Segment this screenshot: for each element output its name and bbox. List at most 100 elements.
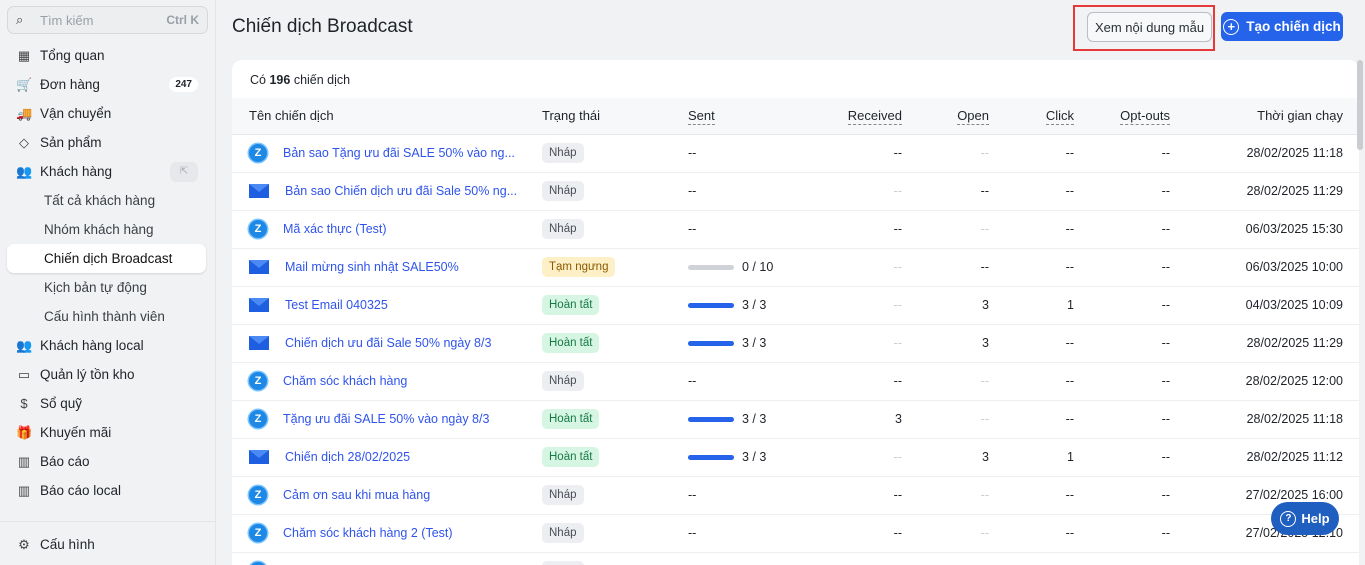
- sidebar-nav: ▦ Tổng quan 🛒 Đơn hàng 247 🚚 Vận chuyển ◇ Sản ph…: [0, 41, 216, 505]
- campaign-name-link[interactable]: Chiến dịch ưu đãi Sale 50% ngày 8/3: [285, 336, 492, 350]
- main: Chiến dịch Broadcast Xem nội dung mẫu + T…: [216, 0, 1365, 565]
- sidebar-item-4[interactable]: 👥 Khách hàng ⇱: [0, 157, 216, 186]
- click-value: --: [989, 248, 1074, 287]
- sidebar-item-1[interactable]: 🛒 Đơn hàng 247: [0, 70, 216, 99]
- col-open[interactable]: Open: [957, 108, 989, 126]
- open-value: [902, 552, 989, 565]
- create-campaign-button[interactable]: + Tạo chiến dịch: [1221, 12, 1343, 41]
- campaign-name-link[interactable]: Test Email 040325: [285, 298, 388, 312]
- question-icon: ?: [1280, 510, 1297, 527]
- count-prefix: Có: [250, 73, 266, 87]
- sidebar-item-label: Tất cả khách hàng: [44, 193, 156, 208]
- status-badge: Tạm ngưng: [542, 257, 616, 277]
- click-value: --: [989, 172, 1074, 211]
- open-value: 3: [902, 438, 989, 477]
- table-row[interactable]: Chiến dịch 28/02/2025 Hoàn tất 3 / 3 -- …: [232, 438, 1359, 477]
- truck-icon: 🚚: [16, 105, 33, 121]
- received-value: --: [818, 172, 902, 211]
- sidebar-item-11[interactable]: ▭ Quản lý tồn kho: [0, 360, 216, 389]
- campaign-name-link[interactable]: Bản sao Chiến dịch ưu đãi Sale 50% ng...: [285, 184, 518, 198]
- sidebar-item-9[interactable]: Cấu hình thành viên: [0, 302, 216, 331]
- help-button[interactable]: ? Help: [1271, 502, 1339, 535]
- sidebar-item-3[interactable]: ◇ Sản phẩm: [0, 128, 216, 157]
- sent-value: --: [688, 146, 697, 160]
- table-row[interactable]: Z Chăm sóc khách hàng Nháp -- -- -- -- --…: [232, 362, 1359, 401]
- status-badge: Nháp: [542, 219, 584, 239]
- sent-value: --: [688, 488, 697, 502]
- open-value: --: [902, 210, 989, 249]
- chart-icon: ▥: [17, 482, 31, 498]
- campaign-name-link[interactable]: Chăm sóc khách hàng 2 (Test): [283, 526, 453, 540]
- preview-template-button[interactable]: Xem nội dung mẫu: [1087, 12, 1212, 42]
- table-row[interactable]: Z Nháp: [232, 552, 1359, 565]
- table-row[interactable]: Z Tặng ưu đãi SALE 50% vào ngày 8/3 Hoàn …: [232, 400, 1359, 439]
- tag-icon: ◇: [19, 134, 29, 150]
- sidebar-item-2[interactable]: 🚚 Vận chuyển: [0, 99, 216, 128]
- status-badge: Nháp: [542, 561, 584, 565]
- sent-value: --: [688, 526, 697, 540]
- col-name[interactable]: Tên chiến dịch: [232, 98, 542, 135]
- col-optouts[interactable]: Opt-outs: [1120, 108, 1170, 126]
- campaign-count: Có 196 chiến dịch: [232, 60, 1359, 98]
- email-icon: [249, 298, 269, 312]
- open-value: --: [902, 514, 989, 553]
- sidebar-item-0[interactable]: ▦ Tổng quan: [0, 41, 216, 70]
- page-title: Chiến dịch Broadcast: [232, 16, 413, 37]
- click-value: --: [989, 514, 1074, 553]
- col-sent[interactable]: Sent: [688, 108, 715, 126]
- table-row[interactable]: Z Mã xác thực (Test) Nháp -- -- -- -- -- …: [232, 210, 1359, 249]
- col-status[interactable]: Trạng thái: [542, 98, 688, 135]
- campaign-name-link[interactable]: Chăm sóc khách hàng: [283, 374, 408, 388]
- optouts-value: --: [1074, 248, 1170, 287]
- table-row[interactable]: Z Bản sao Tặng ưu đãi SALE 50% vào ng... …: [232, 134, 1359, 173]
- sidebar-item-12[interactable]: $ Sổ quỹ: [0, 389, 216, 418]
- optouts-value: --: [1074, 400, 1170, 439]
- dashboard-icon: ▦: [17, 47, 31, 63]
- status-badge: Hoàn tất: [542, 333, 600, 353]
- open-value: --: [902, 248, 989, 287]
- plus-circle-icon: +: [1223, 18, 1240, 35]
- sidebar-item-6[interactable]: Nhóm khách hàng: [0, 215, 216, 244]
- campaign-name-link[interactable]: Tặng ưu đãi SALE 50% vào ngày 8/3: [283, 412, 490, 426]
- col-received[interactable]: Received: [847, 108, 902, 126]
- sidebar-item-10[interactable]: 👥 Khách hàng local: [0, 331, 216, 360]
- users-icon: 👥: [16, 337, 33, 353]
- archive-icon: ▭: [17, 366, 31, 382]
- search-input[interactable]: ⌕ Tìm kiếm Ctrl K: [7, 6, 208, 34]
- status-badge: Hoàn tất: [542, 409, 600, 429]
- sidebar-item-label: Nhóm khách hàng: [44, 222, 154, 237]
- sidebar-item-13[interactable]: 🎁 Khuyến mãi: [0, 418, 216, 447]
- received-value: --: [818, 210, 902, 249]
- table-row[interactable]: Z Cảm ơn sau khi mua hàng Nháp -- -- -- -…: [232, 476, 1359, 515]
- click-value: --: [989, 476, 1074, 515]
- table-row[interactable]: Test Email 040325 Hoàn tất 3 / 3 -- 3 1 …: [232, 286, 1359, 325]
- scrollbar[interactable]: [1357, 60, 1363, 150]
- campaign-name-link[interactable]: Mail mừng sinh nhật SALE50%: [285, 260, 459, 274]
- table-row[interactable]: Chiến dịch ưu đãi Sale 50% ngày 8/3 Hoàn…: [232, 324, 1359, 363]
- received-value: --: [818, 134, 902, 173]
- click-value: --: [989, 362, 1074, 401]
- optouts-value: --: [1074, 514, 1170, 553]
- status-badge: Nháp: [542, 523, 584, 543]
- campaign-name-link[interactable]: Cảm ơn sau khi mua hàng: [283, 488, 431, 502]
- table-row[interactable]: Bản sao Chiến dịch ưu đãi Sale 50% ng...…: [232, 172, 1359, 211]
- sidebar-item-8[interactable]: Kịch bản tự động: [0, 273, 216, 302]
- click-value: --: [989, 324, 1074, 363]
- sidebar-item-7[interactable]: Chiến dịch Broadcast: [7, 244, 206, 273]
- col-time[interactable]: Thời gian chạy: [1170, 98, 1359, 135]
- campaign-name-link[interactable]: Chiến dịch 28/02/2025: [285, 450, 411, 464]
- sidebar-item-5[interactable]: Tất cả khách hàng: [0, 186, 216, 215]
- sent-value: --: [688, 374, 697, 388]
- campaign-name-link[interactable]: Bản sao Tặng ưu đãi SALE 50% vào ng...: [283, 146, 515, 160]
- table-row[interactable]: Z Chăm sóc khách hàng 2 (Test) Nháp -- --…: [232, 514, 1359, 553]
- count-value: 196: [269, 73, 291, 87]
- pin-icon[interactable]: ⇱: [170, 161, 198, 182]
- campaign-name-link[interactable]: Mã xác thực (Test): [283, 222, 387, 236]
- sidebar-item-15[interactable]: ▥ Báo cáo local: [0, 476, 216, 505]
- run-time: 28/02/2025 11:18: [1170, 134, 1359, 173]
- table-row[interactable]: Mail mừng sinh nhật SALE50% Tạm ngưng 0 …: [232, 248, 1359, 287]
- sidebar-item-14[interactable]: ▥ Báo cáo: [0, 447, 216, 476]
- sidebar-item-settings[interactable]: ⚙ Cấu hình: [0, 530, 216, 559]
- click-value: 1: [989, 438, 1074, 477]
- col-click[interactable]: Click: [1045, 108, 1074, 126]
